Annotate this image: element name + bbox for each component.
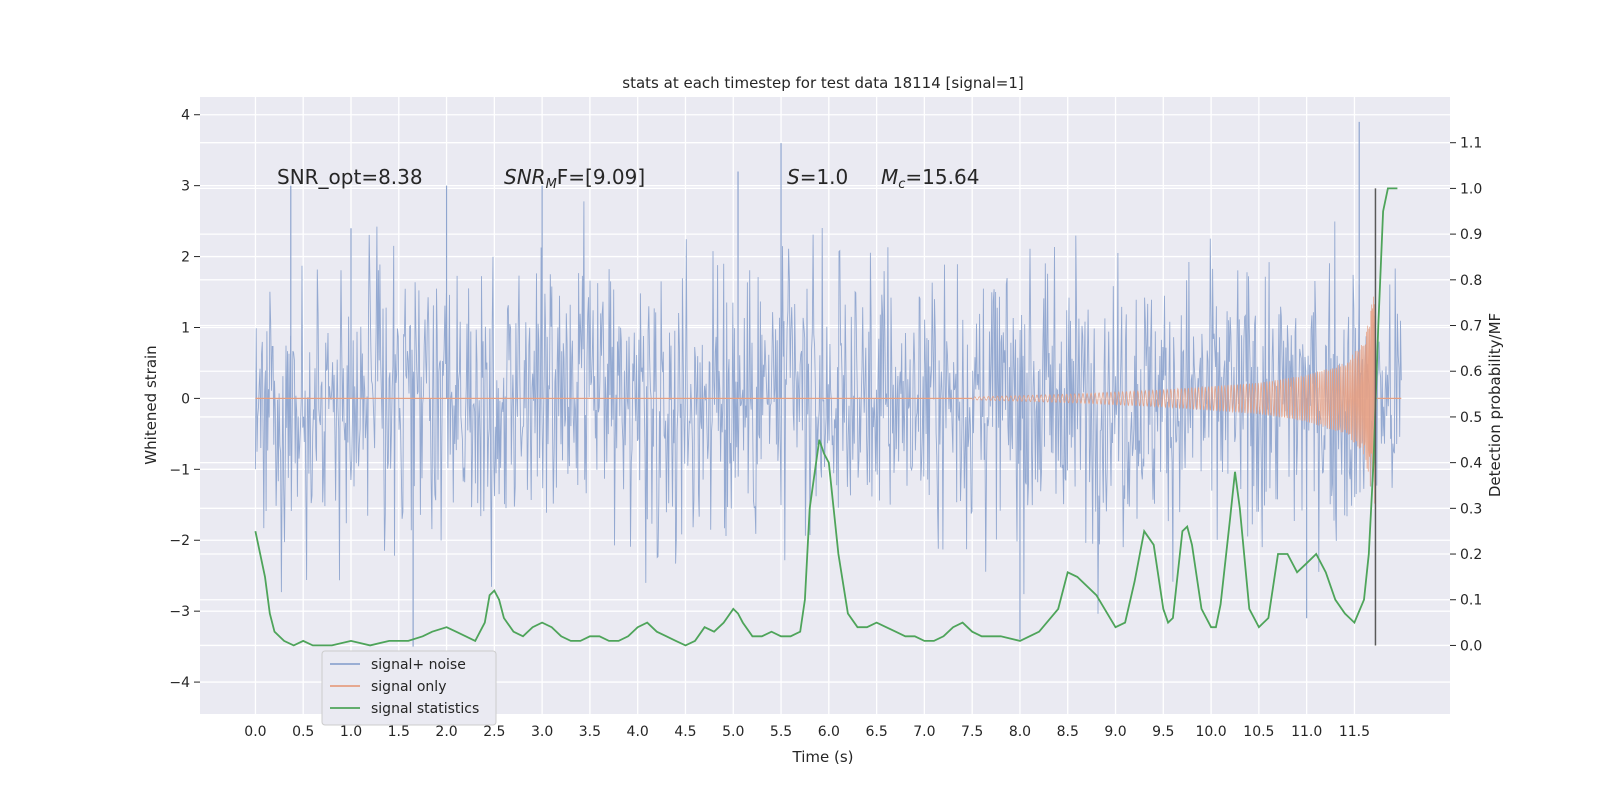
annotation-mc-rest: =15.64 [905,165,979,189]
y2-tick-label: 0.8 [1460,273,1482,289]
x-tick-label: 5.5 [770,724,792,740]
x-tick-label: 1.0 [340,724,362,740]
x-tick-label: 0.5 [292,724,314,740]
y-tick-label: −2 [169,533,190,549]
y2-tick-label: 0.7 [1460,319,1482,335]
annotation-snr-mf-sub: M [546,177,557,192]
annotation-s-rest: =1.0 [800,165,849,189]
y-tick-label: 4 [181,108,190,124]
chart-title: stats at each timestep for test data 181… [622,74,1023,92]
series-signal-only [255,296,1402,504]
annotation-snr-mf-main: SNR [504,165,546,189]
y-tick-label: 1 [181,320,190,336]
x-tick-label: 10.0 [1195,724,1226,740]
legend-label-signal-plus-noise: signal+ noise [371,657,466,673]
y2-tick-label: 0.1 [1460,593,1482,609]
y2-tick-label: 0.4 [1460,456,1482,472]
x-tick-label: 11.5 [1339,724,1370,740]
x-tick-label: 7.0 [913,724,935,740]
x-tick-label: 3.5 [579,724,601,740]
x-tick-label: 3.0 [531,724,553,740]
x-tick-label: 0.0 [244,724,266,740]
y2-tick-label: 0.9 [1460,227,1482,243]
legend: signal+ noise signal only signal statist… [321,650,497,726]
annotations: SNR_opt=8.38 SNRMF=[9.09] S=1.0 Mc=15.64 [277,165,979,192]
annotation-mc-sub: c [898,177,905,192]
x-tick-label: 4.0 [627,724,649,740]
y-tick-label: −3 [169,604,190,620]
y-tick-label: 0 [181,391,190,407]
x-tick-label: 9.0 [1104,724,1126,740]
annotation-s-main: S [787,165,800,189]
y2-axis-ticks: 1.1 1.0 0.9 0.8 0.7 0.6 0.5 0.4 0.3 0.2 0.1 0.0 [1450,136,1482,654]
annotation-mc: Mc=15.64 [881,165,979,192]
series-signal-statistics [254,187,1398,647]
annotation-snr-mf-rest: F=[9.09] [557,165,645,189]
y2-tick-label: 1.1 [1460,136,1482,152]
series-signal-plus-noise [254,121,1402,647]
y-tick-label: 3 [181,179,190,195]
x-tick-label: 10.5 [1243,724,1274,740]
legend-label-signal-statistics: signal statistics [371,701,479,717]
y2-tick-label: 0.5 [1460,410,1482,426]
legend-label-signal-only: signal only [371,679,446,695]
legend-box [321,650,497,726]
y2-tick-label: 1.0 [1460,181,1482,197]
x-axis-label: Time (s) [792,748,854,766]
x-tick-label: 7.5 [961,724,983,740]
y-tick-label: −4 [169,675,190,691]
x-tick-label: 11.0 [1291,724,1322,740]
x-tick-label: 8.5 [1057,724,1079,740]
x-tick-label: 6.5 [865,724,887,740]
y-axis-ticks: 4 3 2 1 0 −1 −2 −3 −4 [169,108,200,691]
y2-tick-label: 0.2 [1460,547,1482,563]
y-tick-label: −1 [169,462,190,478]
annotation-mc-main: M [881,165,898,189]
x-tick-label: 8.0 [1009,724,1031,740]
y2-axis-label: Detection probability/MF [1486,313,1504,497]
annotation-snr-opt: SNR_opt=8.38 [277,165,423,189]
x-tick-label: 2.5 [483,724,505,740]
x-tick-label: 9.5 [1152,724,1174,740]
x-tick-label: 2.0 [435,724,457,740]
y2-tick-label: 0.6 [1460,364,1482,380]
signal-statistics-line [254,187,1398,647]
x-tick-label: 4.5 [674,724,696,740]
y-axis-label: Whitened strain [142,345,160,464]
x-tick-label: 5.0 [722,724,744,740]
annotation-snr-mf: SNRMF=[9.09] [504,165,645,192]
signal-only-chirp [971,296,1376,504]
y2-tick-label: 0.3 [1460,501,1482,517]
x-axis-ticks: 0.0 0.5 1.0 1.5 2.0 2.5 3.0 3.5 4.0 4.5 5.0 5.5 6.0 6… [244,724,1370,740]
x-tick-label: 6.0 [818,724,840,740]
x-tick-label: 1.5 [388,724,410,740]
y2-tick-label: 0.0 [1460,638,1482,654]
y-tick-label: 2 [181,250,190,266]
annotation-s: S=1.0 [787,165,848,189]
